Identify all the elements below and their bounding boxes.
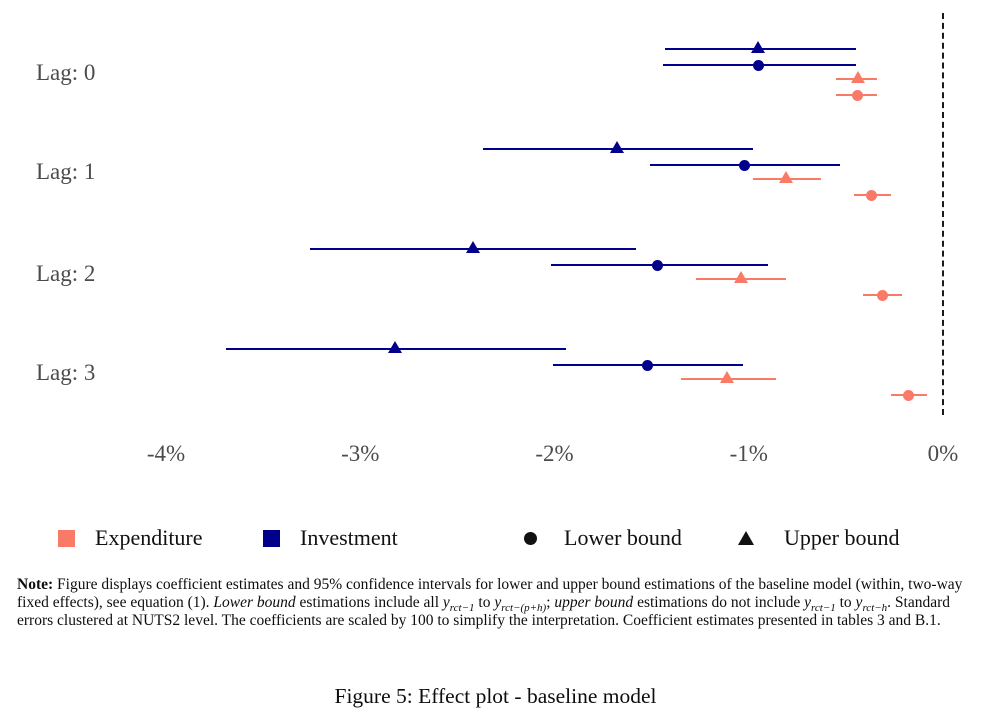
figure-note: Note: Figure displays coefficient estima…: [17, 576, 969, 629]
note-segment: rct−1: [449, 601, 475, 614]
expenditure-swatch-icon: [58, 530, 75, 547]
note-segment: to: [835, 593, 856, 611]
y-category-label-lag3: Lag: 3: [36, 360, 96, 385]
lower-bound-legend-label: Lower bound: [564, 525, 682, 550]
note-segment: y: [494, 593, 502, 611]
effect-plot: Lag: 0 Lag: 1 Lag: 2 Lag: 3 -4% -3% -2% -1%…: [36, 13, 959, 466]
note-segment: rct−1: [811, 601, 836, 614]
upper-bound-legend-label: Upper bound: [784, 525, 900, 550]
marker-triangle-investment-upper-lag2: [465, 241, 480, 253]
note-segment: ;: [546, 593, 555, 611]
x-tick-label-2: -2%: [535, 441, 574, 466]
marker-circle-expenditure-lower-lag0: [852, 89, 864, 101]
x-tick-label-3: -1%: [729, 441, 768, 466]
investment-swatch-icon: [263, 530, 280, 547]
marker-circle-expenditure-lower-lag2: [877, 289, 889, 301]
marker-triangle-investment-upper-lag3: [388, 341, 403, 353]
zero-reference-line: [942, 13, 944, 415]
expenditure-legend-label: Expenditure: [95, 525, 203, 550]
marker-circle-expenditure-lower-lag3: [902, 389, 914, 401]
marker-triangle-expenditure-upper-lag3: [720, 371, 735, 383]
note-segment: upper bound: [554, 593, 634, 611]
note-segment: to: [474, 593, 495, 611]
marker-circle-investment-lower-lag1: [739, 159, 751, 171]
marker-triangle-investment-upper-lag0: [751, 41, 766, 53]
x-tick-label-0: -4%: [146, 441, 186, 466]
note-segment: y: [855, 593, 863, 611]
y-category-label-lag1: Lag: 1: [36, 159, 96, 184]
note-segment: rct−h: [862, 601, 888, 614]
marker-circle-investment-lower-lag2: [651, 259, 663, 271]
note-segment: Figure displays coefficient estimates an…: [17, 576, 963, 611]
x-tick-label-1: -3%: [341, 441, 380, 466]
marker-circle-expenditure-lower-lag1: [865, 189, 877, 201]
lower-bound-circle-icon: [524, 532, 537, 545]
note-segment: rct−(p+h): [501, 601, 547, 614]
note-segment: . Standard errors clustered at NUTS2 lev…: [17, 593, 951, 629]
marker-triangle-expenditure-upper-lag1: [778, 171, 793, 183]
marker-triangle-expenditure-upper-lag2: [733, 271, 748, 283]
note-segment: y: [442, 593, 450, 611]
note-segment: estimations include all: [295, 593, 443, 611]
legend: Expenditure Investment Lower bound Upper…: [0, 520, 991, 556]
y-category-label-lag0: Lag: 0: [36, 60, 96, 85]
marker-circle-investment-lower-lag3: [642, 359, 654, 371]
marker-triangle-investment-upper-lag1: [609, 141, 624, 153]
upper-bound-triangle-icon: [738, 531, 754, 545]
note-segment: estimations do not include: [633, 593, 805, 611]
figure-caption: Figure 5: Effect plot - baseline model: [334, 684, 657, 708]
marker-triangle-expenditure-upper-lag0: [850, 71, 865, 83]
y-category-label-lag2: Lag: 2: [36, 261, 96, 286]
note-segment: Lower bound: [213, 593, 296, 611]
marker-circle-investment-lower-lag0: [752, 59, 764, 71]
x-tick-label-4: 0%: [927, 441, 959, 466]
investment-legend-label: Investment: [300, 525, 398, 550]
note-segment: y: [804, 593, 811, 611]
note-segment: Note:: [17, 576, 54, 593]
